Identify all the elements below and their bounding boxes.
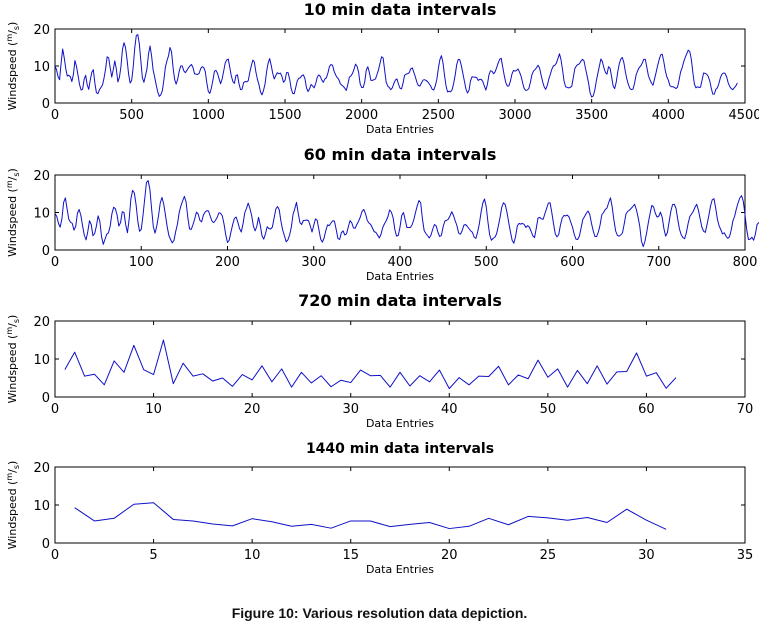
x-tick-label: 500: [474, 255, 499, 270]
y-tick-label: 20: [33, 23, 50, 38]
series-line: [64, 339, 677, 390]
chart-title: 10 min data intervals: [304, 0, 497, 19]
x-tick-label: 1000: [192, 108, 225, 123]
x-tick-label: 2000: [345, 108, 378, 123]
y-tick-label: 0: [42, 537, 50, 552]
x-tick-label: 50: [540, 402, 557, 417]
x-tick-label: 3000: [498, 108, 531, 123]
x-tick-label: 300: [301, 255, 326, 270]
x-axis-label: Data Entries: [366, 270, 434, 283]
y-tick-label: 0: [42, 97, 50, 112]
chart-title: 1440 min data intervals: [306, 441, 494, 457]
x-tick-label: 500: [119, 108, 144, 123]
x-tick-label: 30: [342, 402, 359, 417]
y-tick-label: 20: [33, 169, 50, 184]
subplot-1: 10 min data intervals 0 500 1000 1500 2000 250…: [5, 0, 759, 136]
x-tick-label: 35: [737, 548, 754, 563]
y-tick-label: 10: [33, 353, 50, 368]
subplot-4: 1440 min data intervals 0 5 10 15 20 25 30 35 0 10…: [5, 441, 753, 576]
x-tick-label: 2500: [422, 108, 455, 123]
plot-frame: [54, 466, 746, 544]
x-axis-label: Data Entries: [366, 417, 434, 430]
y-axis-label: Windspeed (m/s): [5, 315, 21, 404]
series-line: [54, 34, 738, 98]
x-tick-label: 0: [51, 108, 59, 123]
x-tick-label: 600: [560, 255, 585, 270]
x-tick-label: 10: [145, 402, 162, 417]
y-tick-label: 0: [42, 244, 50, 259]
x-tick-label: 1500: [268, 108, 301, 123]
y-tick-label: 20: [33, 315, 50, 330]
chart-title: 720 min data intervals: [298, 291, 502, 310]
x-tick-label: 0: [51, 402, 59, 417]
x-tick-label: 400: [388, 255, 413, 270]
x-tick-label: 10: [244, 548, 261, 563]
y-axis-label: Windspeed (m/s): [5, 22, 21, 111]
x-tick-label: 4000: [652, 108, 685, 123]
x-tick-label: 5: [149, 548, 157, 563]
x-tick-label: 30: [638, 548, 655, 563]
x-tick-label: 4500: [728, 108, 759, 123]
x-axis-label: Data Entries: [366, 563, 434, 576]
x-tick-label: 20: [441, 548, 458, 563]
chart-title: 60 min data intervals: [304, 145, 497, 164]
x-tick-label: 3500: [575, 108, 608, 123]
x-tick-label: 40: [441, 402, 458, 417]
y-tick-label: 0: [42, 391, 50, 406]
figure-caption: Figure 10: Various resolution data depic…: [231, 605, 528, 621]
x-tick-label: 20: [244, 402, 261, 417]
y-axis-label: Windspeed (m/s): [5, 461, 21, 550]
x-axis-label: Data Entries: [366, 123, 434, 136]
y-tick-label: 10: [33, 207, 50, 222]
x-tick-label: 100: [129, 255, 154, 270]
series-line: [54, 180, 759, 248]
plot-frame: [54, 28, 746, 104]
x-tick-label: 0: [51, 548, 59, 563]
subplot-3: 720 min data intervals 0 10 20 30 40 50 60 70 0 10…: [5, 291, 753, 430]
x-tick-label: 0: [51, 255, 59, 270]
y-tick-label: 20: [33, 461, 50, 476]
y-axis-label: Windspeed (m/s): [5, 168, 21, 257]
x-tick-label: 70: [737, 402, 754, 417]
x-tick-label: 15: [342, 548, 359, 563]
x-tick-label: 200: [215, 255, 240, 270]
x-tick-label: 700: [646, 255, 671, 270]
y-tick-label: 10: [33, 499, 50, 514]
series-line: [74, 502, 667, 530]
x-tick-label: 800: [733, 255, 758, 270]
y-tick-label: 10: [33, 60, 50, 75]
x-tick-label: 60: [638, 402, 655, 417]
x-tick-label: 25: [540, 548, 557, 563]
